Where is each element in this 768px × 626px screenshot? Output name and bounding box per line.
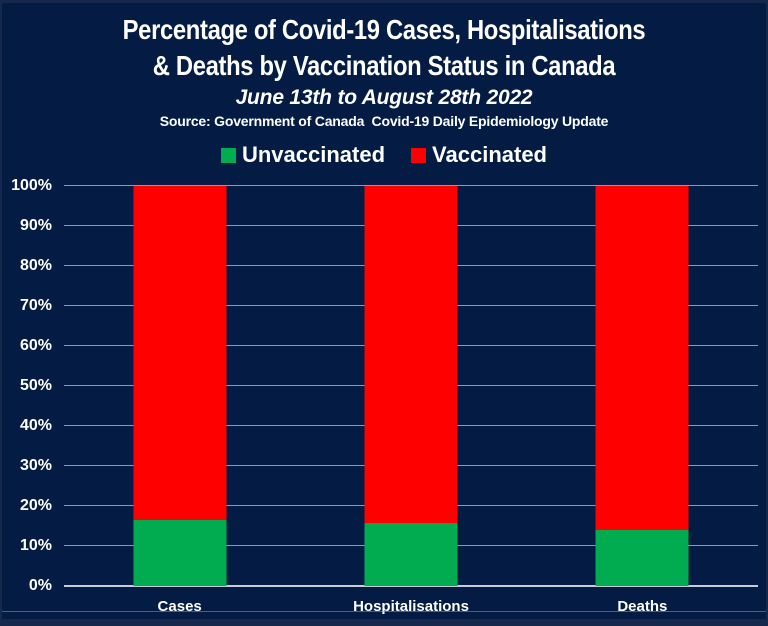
gridline-100 bbox=[64, 185, 758, 186]
segment-vaccinated bbox=[595, 186, 689, 530]
y-axis-label-70: 70% bbox=[19, 297, 52, 314]
chart-title-line2: & Deaths by Vaccination Status in Canada bbox=[152, 50, 616, 81]
x-axis-label-deaths: Deaths bbox=[617, 598, 668, 615]
legend-swatch-unvaccinated-icon bbox=[220, 147, 236, 163]
chart-source: Source: Government of Canada Covid-19 Da… bbox=[159, 113, 609, 129]
legend: Unvaccinated Vaccinated bbox=[2, 142, 766, 168]
y-axis-label-50: 50% bbox=[19, 377, 52, 394]
legend-item-vaccinated: Vaccinated bbox=[411, 142, 547, 168]
x-axis-line bbox=[64, 585, 758, 587]
chart-canvas: Percentage of Covid-19 Cases, Hospitalis… bbox=[2, 3, 766, 619]
y-axis-label-40: 40% bbox=[19, 417, 52, 434]
chart-subtitle: June 13th to August 28th 2022 bbox=[235, 86, 533, 109]
stacked-bar-deaths bbox=[595, 186, 689, 586]
y-axis-label-100: 100% bbox=[11, 177, 52, 194]
legend-label-unvaccinated: Unvaccinated bbox=[241, 142, 386, 167]
y-axis-label-80: 80% bbox=[19, 257, 52, 274]
y-axis-label-30: 30% bbox=[19, 457, 52, 474]
x-axis-label-cases: Cases bbox=[157, 598, 202, 615]
segment-unvaccinated bbox=[595, 529, 689, 586]
segment-vaccinated bbox=[364, 186, 458, 523]
legend-item-unvaccinated: Unvaccinated bbox=[220, 142, 386, 168]
segment-unvaccinated bbox=[133, 520, 227, 586]
y-axis-label-20: 20% bbox=[19, 497, 52, 514]
x-axis: Cases Hospitalisations Deaths bbox=[64, 598, 758, 620]
y-axis: 0% 10% 20% 30% 40% 50% 60% 70% 80% 90% 100% bbox=[2, 178, 52, 594]
stacked-bar-hospitalisations bbox=[364, 186, 458, 586]
stacked-bar-cases bbox=[133, 186, 227, 586]
plot-area bbox=[64, 185, 758, 587]
chart-bottom-border bbox=[2, 611, 766, 612]
legend-swatch-vaccinated-icon bbox=[411, 147, 427, 163]
segment-vaccinated bbox=[133, 186, 227, 520]
y-axis-label-10: 10% bbox=[19, 537, 52, 554]
y-axis-label-90: 90% bbox=[19, 217, 52, 234]
y-axis-label-60: 60% bbox=[19, 337, 52, 354]
chart-title-line1: Percentage of Covid-19 Cases, Hospitalis… bbox=[122, 14, 646, 45]
x-axis-label-hospitalisations: Hospitalisations bbox=[353, 598, 469, 615]
legend-label-vaccinated: Vaccinated bbox=[432, 142, 547, 167]
segment-unvaccinated bbox=[364, 522, 458, 586]
y-axis-label-0: 0% bbox=[28, 577, 52, 594]
